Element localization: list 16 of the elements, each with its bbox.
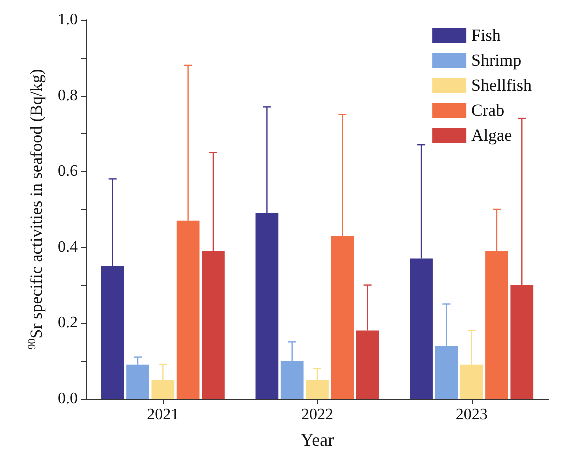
y-axis-title: 90Sr specific activities in seafood (Bq/kg) [26, 69, 46, 350]
legend-label: Fish [472, 26, 502, 45]
x-tick-label: 2022 [302, 406, 334, 424]
y-tick-label: 0.2 [58, 314, 78, 332]
x-tick-label: 2023 [456, 406, 488, 424]
legend-label: Crab [472, 101, 505, 120]
y-tick-label: 1.0 [58, 12, 78, 28]
y-tick-label: 0.0 [58, 390, 78, 408]
legend-label: Algae [472, 126, 512, 145]
y-tick-label: 0.6 [58, 163, 78, 180]
x-axis-title: Year [300, 430, 334, 450]
y-tick-label: 0.8 [58, 87, 78, 104]
legend-label: Shrimp [472, 51, 522, 70]
x-tick-label: 2021 [147, 406, 180, 424]
legend-label: Shellfish [472, 76, 532, 95]
y-tick-label: 0.4 [58, 238, 78, 256]
